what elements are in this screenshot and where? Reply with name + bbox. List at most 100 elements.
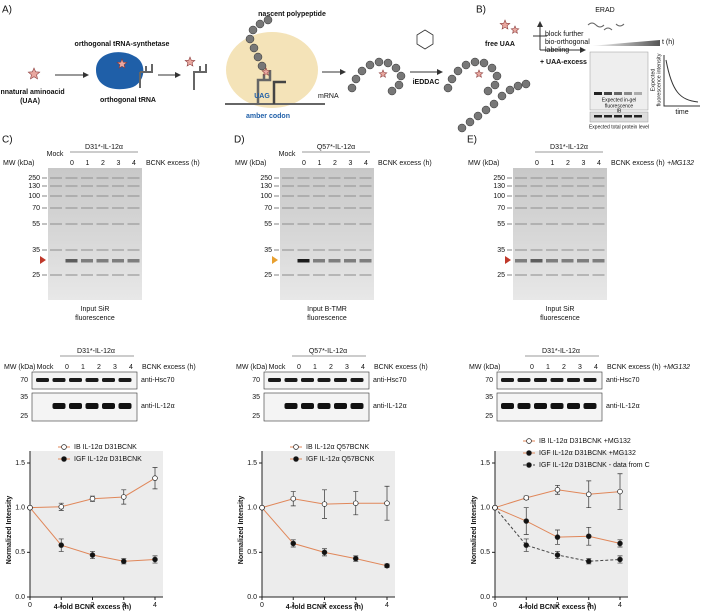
gel-band: [515, 177, 527, 179]
hsc70-band: [52, 378, 66, 382]
gel-band: [344, 185, 356, 187]
gel-band: [112, 185, 124, 187]
mw-marker: 55: [264, 221, 272, 228]
lane-label: 0: [530, 364, 534, 371]
legend-marker: [526, 438, 532, 444]
b-ylabel: fluorescence intensity: [656, 53, 662, 106]
gel-band: [624, 92, 632, 95]
gel-band: [127, 249, 140, 251]
amino-acid: [255, 19, 265, 29]
y-axis-label: Normalized Intensity: [471, 496, 478, 565]
lane-label: 1: [546, 364, 550, 371]
trna-label: orthogonal tRNA: [100, 97, 156, 104]
amino-acid: [505, 85, 515, 95]
band-arrow: [505, 256, 511, 264]
data-point: [259, 504, 265, 511]
amino-acid: [513, 81, 523, 91]
lane-label: 1: [86, 160, 90, 167]
amino-acid: [453, 66, 463, 76]
gel-header: D31*-IL-12α: [85, 144, 123, 151]
lane-label: 0: [297, 364, 301, 371]
hsc70-band: [517, 378, 531, 382]
gel-band: [634, 92, 642, 95]
target-band: [344, 259, 356, 263]
blot-box: [496, 371, 603, 390]
data-point: [290, 495, 297, 502]
x-tick-label: 4: [618, 602, 622, 609]
data-point: [120, 494, 127, 500]
gel-band: [546, 274, 558, 276]
data-point: [617, 540, 623, 547]
il12-band: [118, 403, 132, 409]
gel-band: [127, 223, 140, 225]
gel-band: [112, 274, 124, 276]
erad-fragments: [587, 22, 625, 31]
mock-label: Mock: [269, 364, 286, 371]
mw-marker: 25: [20, 413, 28, 420]
x-tick-label: 1: [524, 602, 528, 609]
gel-band: [297, 223, 310, 225]
gel-band: [515, 274, 527, 276]
data-point: [585, 558, 592, 565]
plot-area: [30, 451, 163, 597]
amino-acid: [351, 74, 361, 84]
amino-acid: [248, 25, 258, 35]
gel-band: [313, 177, 325, 179]
gel-band: [561, 207, 574, 209]
mw-marker: 250: [260, 175, 272, 182]
amino-acid: [492, 71, 502, 81]
gel-band: [592, 249, 605, 251]
legend-label: IB IL-12α D31BCNK: [74, 444, 137, 451]
gel-band: [328, 177, 341, 179]
gel-band: [127, 177, 140, 179]
target-band: [359, 259, 372, 263]
gel-band: [592, 207, 605, 209]
hsc70-band: [301, 378, 314, 382]
gel-box: [589, 51, 649, 111]
gel-image: [513, 168, 607, 300]
in-gel-label: fluorescence: [605, 103, 634, 109]
gel-band: [112, 223, 124, 225]
mw-marker: 100: [260, 193, 272, 200]
amino-acid: [473, 111, 483, 121]
gel-band: [96, 207, 109, 209]
y-tick-label: 0.0: [247, 594, 257, 601]
gel-band: [530, 274, 543, 276]
gel-band: [592, 195, 605, 197]
mw-marker: 100: [28, 193, 40, 200]
gel-band: [50, 249, 62, 251]
target-band: [112, 259, 124, 263]
gel-band: [546, 177, 558, 179]
mw-marker: 55: [497, 221, 505, 228]
gel-band: [592, 223, 605, 225]
panel-label: C): [2, 135, 13, 146]
lane-label: 0: [70, 160, 74, 167]
hsc70-band: [567, 378, 580, 382]
antibody-label: anti-Hsc70: [606, 377, 640, 384]
uaa-star: [499, 19, 511, 30]
y-tick-label: 1.5: [480, 460, 490, 467]
lane-label: 3: [582, 160, 586, 167]
gel-band: [112, 195, 124, 197]
ib-band: [614, 115, 622, 118]
legend-marker: [61, 444, 67, 450]
gel-band: [313, 249, 325, 251]
data-point: [492, 504, 498, 511]
x-tick-label: 2: [91, 602, 95, 609]
hsc70-band: [102, 378, 115, 382]
gel-band: [561, 249, 574, 251]
gel-band: [50, 185, 62, 187]
gel-band: [530, 249, 543, 251]
mw-marker: 130: [260, 183, 272, 190]
gel-band: [546, 249, 558, 251]
gel-band: [359, 185, 372, 187]
synthetase-label: orthogonal tRNA-synthetase: [75, 41, 170, 48]
amino-acid: [263, 15, 273, 25]
gel-image: [48, 168, 142, 300]
plot-area: [495, 451, 628, 597]
x-tick-label: 3: [122, 602, 126, 609]
legend-marker: [61, 456, 67, 462]
lane-label: 2: [333, 160, 337, 167]
gel-band: [127, 274, 140, 276]
